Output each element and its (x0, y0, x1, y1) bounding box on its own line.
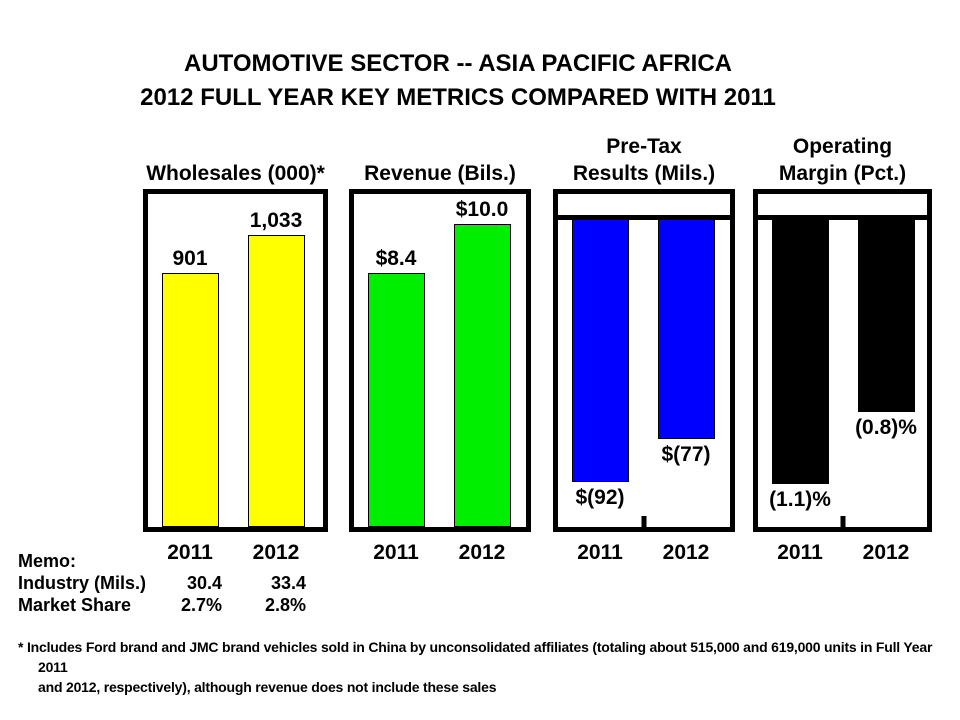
slide-title-line1: AUTOMOTIVE SECTOR -- ASIA PACIFIC AFRICA (183, 50, 732, 77)
value-label-2012: 1,033 (249, 209, 303, 232)
year-label-2012: 2012 (458, 541, 506, 564)
year-label-2012: 2012 (252, 541, 300, 564)
wholesales-plot-area: 901 1,033 (148, 194, 323, 527)
bar-2011 (367, 273, 425, 527)
bar-2011 (161, 273, 219, 527)
slide-title-line2: 2012 FULL YEAR KEY METRICS COMPARED WITH… (140, 84, 776, 111)
revenue-panel: Revenue (Bils.) $8.4 $10.0 2011 2012 (349, 162, 531, 564)
pretax-plot-area: $(92) $(77) (558, 194, 730, 527)
pretax-panel-title: Pre-Tax Results (Mils.) (572, 135, 716, 185)
footnote: * Includes Ford brand and JMC brand vehi… (18, 639, 933, 695)
bar-2012 (453, 224, 511, 527)
bar-2011 (771, 220, 829, 484)
bar-group-2011: (1.1)% (755, 194, 845, 527)
memo-row-label: Market Share (18, 595, 132, 615)
wholesales-panel-title: Wholesales (000)* (146, 162, 325, 185)
bar-group-2011: $8.4 (351, 194, 441, 527)
value-label-2012: $(77) (661, 443, 711, 466)
year-label-2011: 2011 (373, 541, 419, 564)
bar-group-2012: (0.8)% (841, 194, 931, 527)
memo-heading: Memo: (18, 551, 76, 571)
value-label-2012: $10.0 (455, 198, 509, 221)
bar-group-2012: $10.0 (437, 194, 527, 527)
value-label-2012: (0.8)% (855, 416, 917, 439)
bar-group-2012: $(77) (641, 194, 731, 527)
operating-margin-panel-title: Operating Margin (Pct.) (778, 135, 907, 185)
bar-2012 (857, 220, 915, 412)
bar-group-2012: 1,033 (231, 194, 321, 527)
revenue-plot-area: $8.4 $10.0 (354, 194, 526, 527)
bar-2012 (657, 220, 715, 439)
value-label-2011: $(92) (575, 486, 625, 509)
bar-group-2011: $(92) (555, 194, 645, 527)
year-label-2011: 2011 (577, 541, 623, 564)
year-label-2012: 2012 (662, 541, 710, 564)
memo-value-2012: 33.4 (270, 573, 306, 593)
memo-value-2012: 2.8% (264, 595, 306, 615)
slide-title: AUTOMOTIVE SECTOR -- ASIA PACIFIC AFRICA… (0, 47, 916, 115)
value-label-2011: (1.1)% (769, 488, 831, 511)
value-label-2011: 901 (172, 247, 208, 270)
memo-value-2011: 30.4 (186, 573, 222, 593)
year-label-2011: 2011 (167, 541, 213, 564)
bar-2011 (571, 220, 629, 482)
value-label-2011: $8.4 (375, 247, 417, 270)
axis-tick (840, 516, 845, 527)
bar-group-2011: 901 (145, 194, 235, 527)
zero-axis-line (758, 215, 927, 220)
year-label-2012: 2012 (862, 541, 910, 564)
operating-margin-plot-area: (1.1)% (0.8)% (758, 194, 927, 527)
bar-2012 (247, 235, 305, 527)
pretax-results-panel: Pre-Tax Results (Mils.) $(92) $(77) 2011… (553, 135, 735, 564)
zero-axis-line (558, 215, 730, 220)
revenue-panel-title: Revenue (Bils.) (364, 162, 516, 185)
wholesales-panel: Wholesales (000)* 901 1,033 2011 2012 (143, 162, 328, 564)
year-label-2011: 2011 (777, 541, 823, 564)
axis-tick (641, 516, 647, 527)
memo-value-2011: 2.7% (180, 595, 222, 615)
memo-block: Memo: Industry (Mils.) 30.4 33.4 Market … (18, 550, 306, 616)
operating-margin-panel: Operating Margin (Pct.) (1.1)% (0.8)% 20… (753, 135, 932, 564)
memo-row-label: Industry (Mils.) (18, 573, 147, 593)
